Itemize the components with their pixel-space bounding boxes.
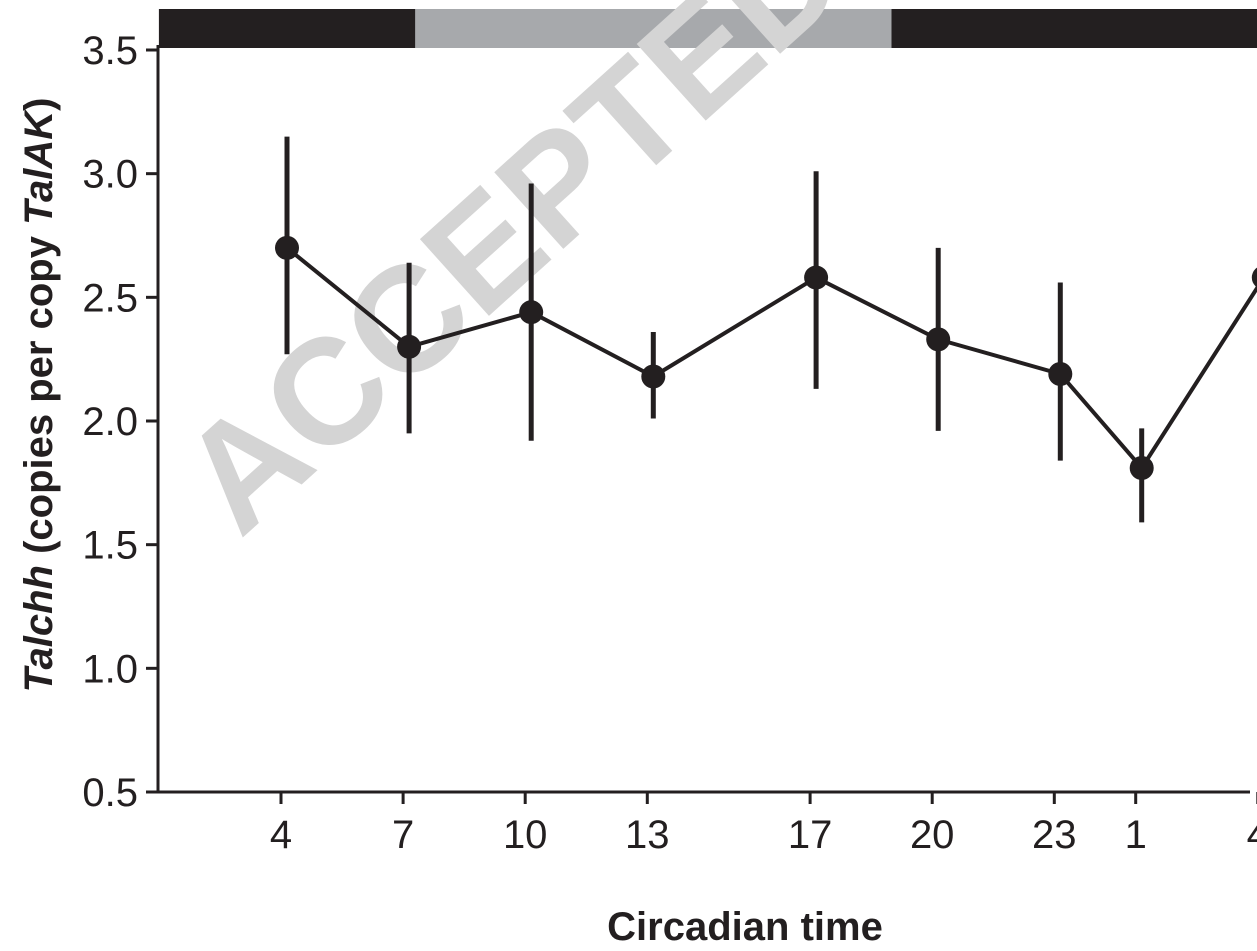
y-axis-title-close: )	[17, 98, 61, 111]
y-tick-label-1: 1.0	[82, 647, 138, 691]
data-point-4	[804, 265, 829, 290]
y-tick-label-3: 2.0	[82, 400, 138, 444]
x-ticks: 4 7 10 13 17 20 23 1 4	[270, 792, 1257, 857]
y-tick-label-0: 0.5	[82, 771, 138, 815]
data-point-3	[641, 364, 666, 389]
data-point-1	[397, 334, 422, 359]
watermark: ACCEPTED	[149, 0, 875, 564]
data-point-0	[275, 235, 299, 260]
light-dark-bar	[158, 9, 1257, 48]
y-tick-label-6: 3.5	[82, 29, 138, 73]
x-tick-label-8: 4	[1247, 813, 1257, 857]
bar-segment-light-1	[415, 9, 892, 48]
x-tick-label-3: 13	[625, 813, 670, 857]
y-ticks: 0.5 1.0 1.5 2.0 2.5 3.0 3.5	[82, 29, 158, 815]
data-point-7	[1129, 455, 1154, 480]
y-axis-title: Talchh (copies per copy TalAK)	[17, 98, 61, 693]
y-tick-label-4: 2.5	[82, 276, 138, 320]
y-axis-title-reference: TalAK	[17, 108, 61, 225]
data-point-2	[519, 300, 544, 325]
data-point-5	[926, 327, 951, 352]
bar-segment-dark-0	[158, 9, 416, 48]
bar-segment-dark-2	[891, 9, 1257, 48]
x-tick-label-0: 4	[270, 813, 292, 857]
x-axis-title: Circadian time	[607, 905, 883, 949]
x-tick-label-5: 20	[910, 813, 955, 857]
x-tick-label-2: 10	[503, 813, 548, 857]
data-points	[275, 235, 1257, 480]
x-tick-label-1: 7	[392, 813, 414, 857]
data-point-6	[1048, 362, 1073, 387]
data-point-8	[1251, 267, 1257, 288]
y-tick-label-5: 3.0	[82, 153, 138, 197]
y-tick-label-2: 1.5	[82, 524, 138, 568]
y-axis-title-gene: Talchh	[17, 565, 61, 692]
x-tick-label-7: 1	[1125, 813, 1147, 857]
x-tick-label-6: 23	[1032, 813, 1077, 857]
x-tick-label-4: 17	[788, 813, 833, 857]
y-axis-title-units: (copies per copy	[17, 225, 61, 565]
